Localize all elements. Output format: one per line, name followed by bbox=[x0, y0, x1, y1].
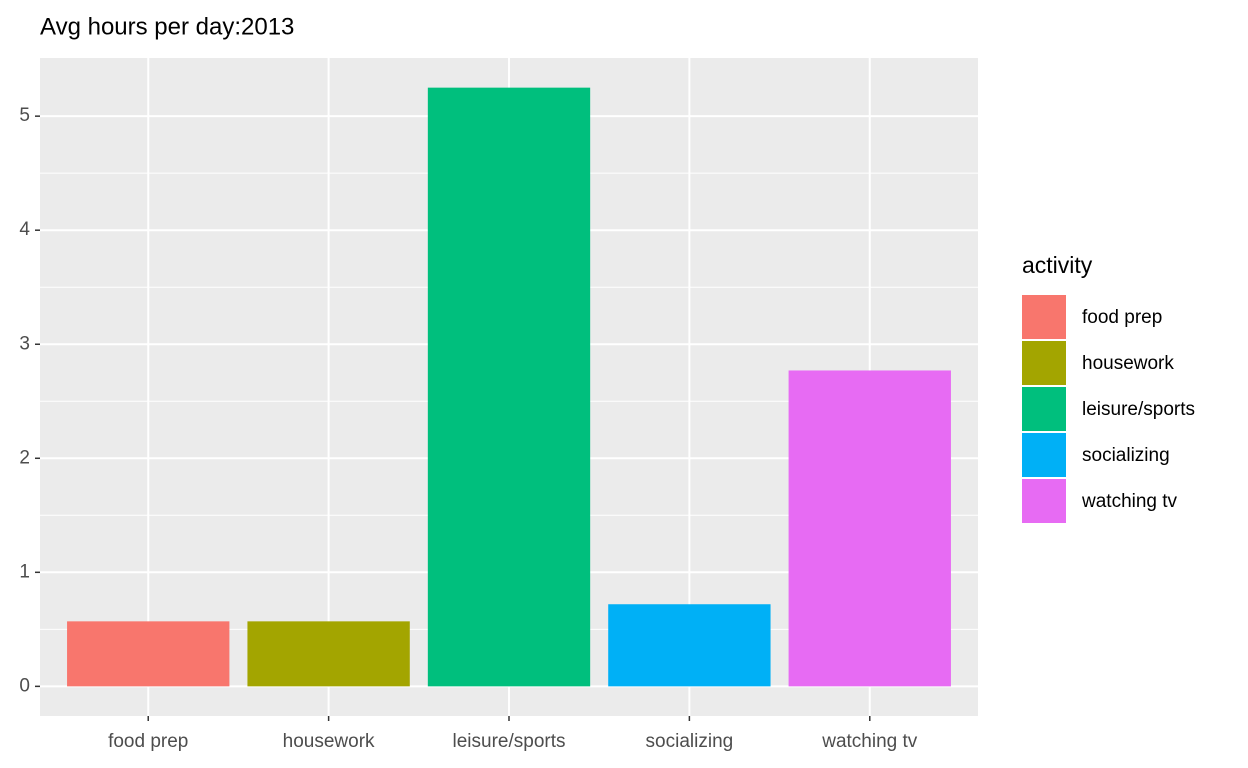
bar bbox=[427, 87, 591, 687]
x-tick-label: housework bbox=[283, 731, 375, 752]
legend-label: leisure/sports bbox=[1082, 399, 1195, 420]
bar bbox=[247, 621, 410, 687]
legend-key bbox=[1022, 433, 1066, 477]
y-tick-label: 1 bbox=[19, 561, 30, 582]
legend-label: housework bbox=[1082, 353, 1174, 374]
x-tick-label: watching tv bbox=[821, 731, 918, 752]
x-tick-label: food prep bbox=[108, 731, 188, 752]
bar bbox=[608, 604, 771, 687]
y-tick-label: 3 bbox=[19, 333, 30, 354]
legend-key bbox=[1022, 341, 1066, 385]
y-tick-label: 5 bbox=[19, 105, 30, 126]
x-tick-label: leisure/sports bbox=[453, 731, 566, 752]
chart-title: Avg hours per day:2013 bbox=[40, 13, 294, 40]
y-tick-label: 2 bbox=[19, 447, 30, 468]
bar bbox=[67, 621, 230, 687]
y-tick-label: 0 bbox=[19, 675, 30, 696]
legend-title: activity bbox=[1022, 252, 1093, 278]
legend-key bbox=[1022, 295, 1066, 339]
legend-key bbox=[1022, 387, 1066, 431]
legend-label: food prep bbox=[1082, 307, 1162, 328]
legend-label: socializing bbox=[1082, 445, 1170, 466]
legend-label: watching tv bbox=[1081, 491, 1178, 512]
bar bbox=[788, 370, 951, 687]
legend-key bbox=[1022, 479, 1066, 523]
y-tick-label: 4 bbox=[19, 219, 30, 240]
x-tick-label: socializing bbox=[646, 731, 734, 752]
